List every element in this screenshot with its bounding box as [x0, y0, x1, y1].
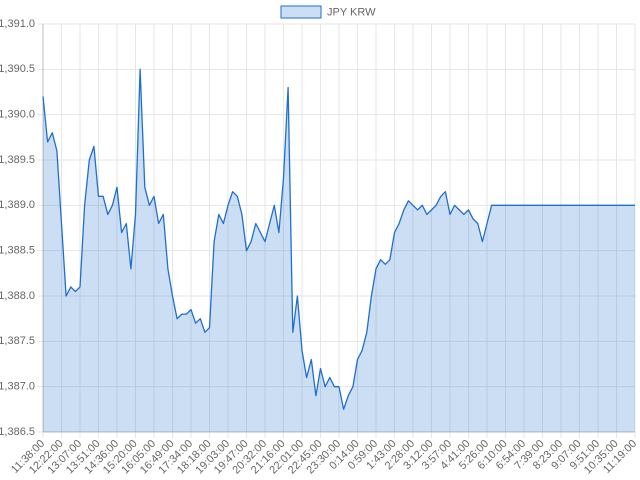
line	[42, 68, 635, 410]
y-tick-label: 1,390.5	[0, 63, 35, 75]
y-tick-label: 1,389.5	[0, 154, 35, 166]
legend-item: JPY KRW	[280, 5, 376, 19]
y-tick-label: 1,388.5	[0, 245, 35, 257]
y-tick-label: 1,389.0	[0, 199, 35, 211]
legend-swatch	[280, 5, 322, 19]
y-tick-label: 1,388.0	[0, 290, 35, 302]
y-tick-label: 1,391.0	[0, 18, 35, 30]
area	[43, 69, 635, 433]
y-tick-label: 1,386.5	[0, 426, 35, 438]
legend-label: JPY KRW	[327, 6, 376, 18]
y-tick-label: 1,387.5	[0, 335, 35, 347]
y-tick-label: 1,387.0	[0, 381, 35, 393]
y-tick-label: 1,390.0	[0, 109, 35, 121]
